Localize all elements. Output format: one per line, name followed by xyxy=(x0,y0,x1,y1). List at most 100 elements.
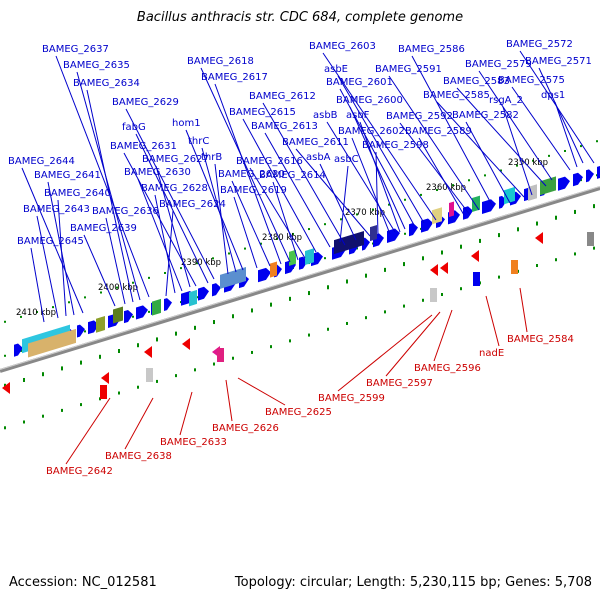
track-guide-dot xyxy=(555,258,557,262)
forward-gene-label: asbF xyxy=(346,110,370,121)
track-guide-dot xyxy=(500,169,502,172)
track-guide-dot xyxy=(276,237,278,240)
forward-gene-label: hom1 xyxy=(172,118,201,129)
track-guide-dot xyxy=(20,315,22,318)
forward-gene-label: BAMEG_2615 xyxy=(229,107,296,118)
reverse-feature-block xyxy=(473,272,480,286)
forward-gene-label: BAMEG_2635 xyxy=(63,60,130,71)
position-tick-label: 2410 kbp xyxy=(16,308,56,318)
track-guide-dot xyxy=(100,291,102,294)
track-guide-dot xyxy=(232,314,234,319)
feature-block xyxy=(540,176,556,196)
track-guide-dot xyxy=(436,189,438,192)
reverse-label-leader xyxy=(337,314,433,392)
track-guide-dot xyxy=(536,264,538,268)
forward-label-leader xyxy=(502,106,533,196)
forward-gene-label: rsgA_2 xyxy=(489,95,523,106)
reverse-label-leader xyxy=(485,295,500,347)
track-guide-dot xyxy=(137,343,139,348)
forward-label-leader xyxy=(165,210,174,297)
track-guide-dot xyxy=(194,368,196,372)
track-guide-dot xyxy=(452,184,454,187)
track-guide-dot xyxy=(132,315,134,318)
position-tick-label: 2370 kbp xyxy=(345,208,385,218)
track-guide-dot xyxy=(324,257,326,260)
track-guide-dot xyxy=(118,391,120,395)
reverse-gene-label: BAMEG_2584 xyxy=(507,334,574,345)
forward-label-leader xyxy=(339,165,349,243)
genome-title: Bacillus anthracis str. CDC 684, complet… xyxy=(136,10,464,25)
forward-label-leader xyxy=(326,121,396,233)
forward-gene-label: asbB xyxy=(313,110,338,121)
reverse-gene-label: BAMEG_2596 xyxy=(414,363,481,374)
forward-gene-arrow xyxy=(586,169,594,183)
forward-gene-label: BAMEG_2640 xyxy=(44,188,111,199)
forward-gene-label: BAMEG_2619 xyxy=(220,185,287,196)
track-guide-dot xyxy=(289,296,291,301)
reverse-gene-arrow xyxy=(182,338,190,350)
forward-gene-label: BAMEG_2601 xyxy=(326,77,393,88)
track-guide-dot xyxy=(244,247,246,250)
reverse-gene-arrow xyxy=(535,232,543,244)
forward-gene-label: BAMEG_2579 xyxy=(465,59,532,70)
track-guide-dot xyxy=(484,174,486,177)
track-guide-dot xyxy=(403,262,405,267)
forward-gene-label: BAMEG_2627 xyxy=(142,154,209,165)
track-guide-dot xyxy=(574,209,576,214)
track-guide-dot xyxy=(420,193,422,196)
forward-label-leader xyxy=(36,215,59,319)
track-guide-dot xyxy=(23,420,25,424)
forward-label-leader xyxy=(511,86,571,171)
track-guide-dot xyxy=(372,208,374,211)
reverse-gene-label: BAMEG_2599 xyxy=(318,393,385,404)
track-guide-dot xyxy=(404,198,406,201)
reverse-label-leader xyxy=(385,311,441,377)
track-guide-dot xyxy=(340,218,342,221)
forward-gene-label: asbE xyxy=(324,64,348,75)
forward-label-leader xyxy=(322,52,437,221)
position-tick-label: 2400 kbp xyxy=(98,283,138,293)
forward-gene-label: BAMEG_2592 xyxy=(386,111,453,122)
forward-gene-label: BAMEG_2603 xyxy=(309,41,376,52)
reverse-gene-label: BAMEG_2633 xyxy=(160,437,227,448)
forward-label-leader xyxy=(411,55,494,208)
reverse-gene-arrow xyxy=(2,382,10,394)
forward-gene-arrow xyxy=(387,228,400,243)
forward-gene-label: BAMEG_2628 xyxy=(141,183,208,194)
track-guide-dot xyxy=(132,281,134,284)
reverse-feature-block xyxy=(100,385,107,399)
feature-block xyxy=(113,306,123,324)
forward-gene-label: BAMEG_2629 xyxy=(112,97,179,108)
genome-backbone xyxy=(0,186,600,373)
forward-gene-label: BAMEG_2634 xyxy=(73,78,140,89)
forward-gene-label: BAMEG_2624 xyxy=(159,199,226,210)
feature-block xyxy=(96,315,105,333)
position-tick-label: 2350 kbp xyxy=(508,158,548,168)
forward-gene-label: BAMEG_2630 xyxy=(124,167,191,178)
forward-label-leader xyxy=(264,132,331,248)
position-tick-label: 2380 kbp xyxy=(262,233,302,243)
feature-block xyxy=(220,266,246,289)
forward-gene-label: BAMEG_2645 xyxy=(17,236,84,247)
track-guide-dot xyxy=(308,333,310,337)
forward-label-leader xyxy=(242,118,317,253)
track-guide-dot xyxy=(84,330,86,333)
forward-gene-arrow xyxy=(198,286,209,301)
forward-gene-label: BAMEG_2620 xyxy=(218,169,285,180)
track-guide-dot xyxy=(4,320,6,323)
forward-gene-label: BAMEG_2572 xyxy=(506,39,573,50)
track-guide-dot xyxy=(460,287,462,291)
forward-gene-label: BAMEG_2616 xyxy=(236,156,303,167)
track-guide-dot xyxy=(42,372,44,377)
track-guide-dot xyxy=(365,316,367,320)
reverse-feature-block xyxy=(587,232,594,246)
feature-block xyxy=(504,186,515,205)
track-guide-dot xyxy=(148,276,150,279)
forward-gene-label: BAMEG_2600 xyxy=(336,95,403,106)
track-guide-dot xyxy=(196,262,198,265)
track-guide-dot xyxy=(137,385,139,389)
track-guide-dot xyxy=(4,426,6,430)
track-guide-dot xyxy=(422,298,424,302)
feature-block xyxy=(270,261,277,278)
